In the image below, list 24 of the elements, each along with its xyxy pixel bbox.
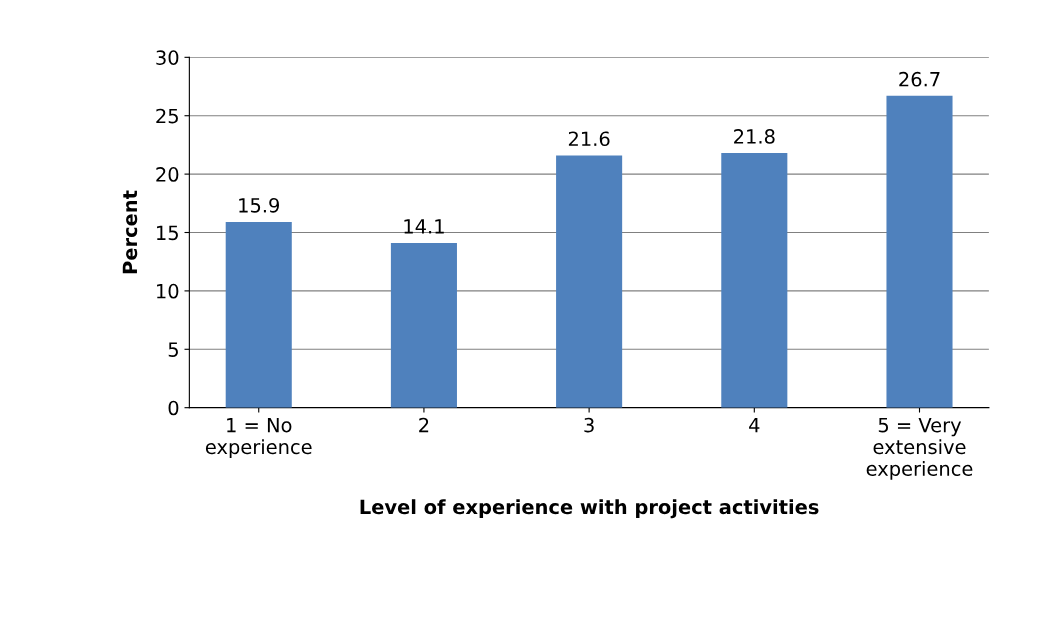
data-label: 26.7	[899, 71, 940, 87]
x-tick-label: 5 = Very extensive experience	[866, 418, 973, 480]
data-label: 15.9	[239, 197, 280, 213]
bar	[225, 221, 292, 408]
y-axis-title: Percent	[122, 190, 138, 274]
y-tick-label: 5	[168, 342, 178, 357]
x-tick-label: 1 = No experience	[205, 418, 312, 458]
x-tick-label: 2	[419, 417, 429, 433]
y-tick-label: 0	[168, 400, 179, 416]
y-tick-label: 25	[156, 108, 178, 124]
x-axis-title: Level of experience with project activities	[360, 499, 819, 519]
data-label: 14.1	[404, 219, 444, 234]
x-tick-label: 4	[749, 418, 760, 433]
y-tick-label: 30	[156, 50, 179, 65]
y-tick-label: 15	[157, 225, 178, 241]
y-tick-label: 20	[156, 167, 179, 182]
data-label: 21.6	[568, 131, 610, 147]
bar	[721, 153, 788, 408]
data-label: 21.8	[734, 129, 775, 144]
bar	[390, 243, 457, 408]
bar	[556, 155, 623, 408]
x-tick-label: 3	[584, 417, 594, 433]
y-tick-label: 10	[157, 283, 179, 299]
bar	[886, 95, 953, 408]
